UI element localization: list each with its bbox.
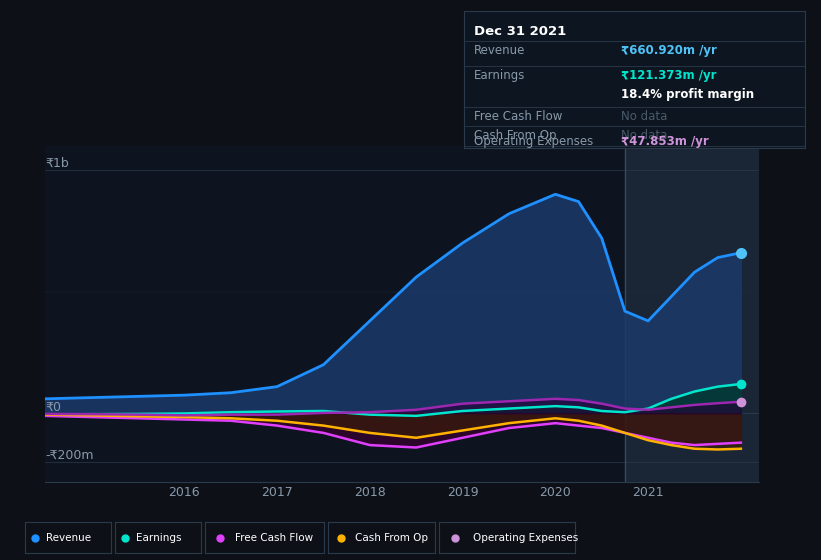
Text: 18.4% profit margin: 18.4% profit margin: [621, 88, 754, 101]
Text: ₹47.853m /yr: ₹47.853m /yr: [621, 136, 709, 148]
Text: ₹0: ₹0: [45, 400, 61, 413]
Text: Free Cash Flow: Free Cash Flow: [235, 533, 313, 543]
Text: Free Cash Flow: Free Cash Flow: [474, 110, 562, 123]
Text: Earnings: Earnings: [474, 69, 525, 82]
Text: -₹200m: -₹200m: [45, 449, 94, 462]
Text: No data: No data: [621, 110, 667, 123]
Text: No data: No data: [621, 129, 667, 142]
Text: Cash From Op: Cash From Op: [474, 129, 557, 142]
Text: ₹1b: ₹1b: [45, 157, 69, 170]
Text: Operating Expenses: Operating Expenses: [474, 136, 594, 148]
Bar: [625, 146, 759, 482]
Text: ₹660.920m /yr: ₹660.920m /yr: [621, 44, 717, 57]
Text: Cash From Op: Cash From Op: [355, 533, 428, 543]
Text: Operating Expenses: Operating Expenses: [473, 533, 578, 543]
Text: Revenue: Revenue: [474, 44, 525, 57]
Text: ₹121.373m /yr: ₹121.373m /yr: [621, 69, 716, 82]
Text: Dec 31 2021: Dec 31 2021: [474, 25, 566, 38]
Text: Revenue: Revenue: [46, 533, 91, 543]
Text: Earnings: Earnings: [136, 533, 182, 543]
